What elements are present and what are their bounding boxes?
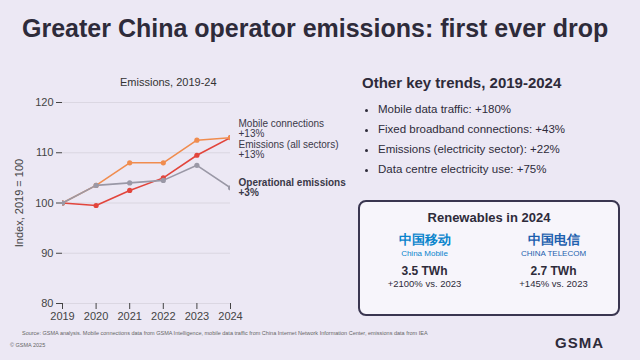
svg-text:120: 120 [35,96,53,108]
html-text:中国电信: 中国电信 [527,232,580,247]
svg-text:2023: 2023 [185,310,209,322]
html-text:Emissions, 2019-24: Emissions, 2019-24 [120,76,217,88]
html-text:© GSMA 2025: © GSMA 2025 [10,342,46,348]
svg-text:Emissions (all sectors)+13%: Emissions (all sectors)+13% [239,139,339,160]
svg-text:Index, 2019 = 100: Index, 2019 = 100 [13,159,25,247]
svg-text:2022: 2022 [151,310,175,322]
html-text:Emissions (electricity sector): Emissions (electricity sector): +22% [378,143,560,155]
html-text:Mobile data traffic: +180%: Mobile data traffic: +180% [378,103,512,115]
html-text:2.7 TWh: 2.7 TWh [530,264,577,278]
svg-text:2020: 2020 [84,310,108,322]
svg-text:90: 90 [41,247,53,259]
svg-text:110: 110 [36,146,54,158]
svg-text:Mobile connections+13%: Mobile connections+13% [239,118,325,139]
svg-text:2024: 2024 [218,310,242,322]
html-text:+2100% vs. 2023: +2100% vs. 2023 [387,278,462,289]
html-text:+145% vs. 2023: +145% vs. 2023 [519,278,588,289]
html-text:Data centre electricity use: +: Data centre electricity use: +75% [378,163,547,175]
html-text:GSMA: GSMA [555,334,604,351]
html-text:CHINA TELECOM: CHINA TELECOM [520,249,587,258]
svg-text:100: 100 [35,197,53,209]
svg-text:2021: 2021 [117,310,141,322]
svg-text:80: 80 [41,297,53,309]
html-text:China Mobile: China Mobile [401,249,448,258]
html-text:Other key trends, 2019-2024: Other key trends, 2019-2024 [362,74,562,91]
svg-text:Operational emissions+3%: Operational emissions+3% [239,177,347,198]
html-text:中国移动: 中国移动 [398,232,451,247]
html-text:Renewables in 2024: Renewables in 2024 [427,210,551,225]
html-text:3.5 TWh: 3.5 TWh [401,264,448,278]
html-text:Source: GSMA analysis. Mobile: Source: GSMA analysis. Mobile connection… [22,330,428,336]
svg-text:2019: 2019 [50,310,74,322]
html-text:Fixed broadband connections: +: Fixed broadband connections: +43% [378,123,565,135]
html-text:Greater China operator emissio: Greater China operator emissions: first … [22,14,609,42]
